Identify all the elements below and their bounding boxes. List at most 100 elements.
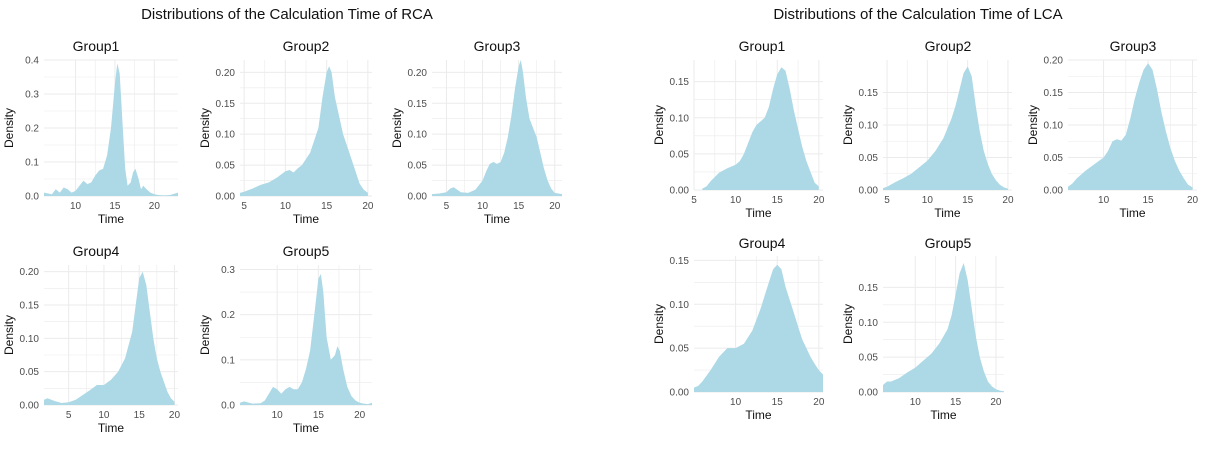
x-tick-label: 20: [354, 410, 366, 421]
x-tick-label: 15: [772, 195, 784, 206]
x-axis-label: Time: [484, 212, 511, 226]
x-tick-label: 20: [149, 201, 161, 212]
x-tick-label: 15: [772, 397, 784, 408]
y-tick-label: 0.00: [1044, 186, 1064, 197]
y-axis-label: Density: [2, 315, 16, 355]
y-tick-label: 0.10: [859, 121, 879, 132]
lca-panel-title: Distributions of the Calculation Time of…: [773, 6, 1063, 23]
y-tick-label: 0.20: [1044, 56, 1064, 67]
density-area: [240, 274, 372, 405]
subplot-title: Group1: [739, 38, 786, 54]
x-tick-label: 5: [241, 201, 247, 212]
y-tick-label: 0.10: [1044, 121, 1064, 132]
rca-chart-group3: 5 10 15 20 0.00 0.05 0.10 0.15 0.20 Group3 Time Den…: [390, 38, 562, 226]
density-area: [883, 263, 1004, 392]
density-area: [44, 63, 178, 197]
x-axis-label: Time: [293, 212, 320, 226]
x-tick-label: 20: [813, 195, 825, 206]
y-tick-label: 0.20: [20, 267, 40, 278]
y-tick-label: 0.10: [670, 113, 690, 124]
lca-chart-group1: 5 10 15 20 0.00 0.05 0.10 0.15 Group1 Time Density: [652, 38, 825, 220]
x-tick-label: 20: [362, 201, 374, 212]
rca-chart-group2: 5 10 15 20 0.00 0.05 0.10 0.15 0.20 Group2 Time Den…: [198, 38, 374, 226]
x-tick-label: 15: [1143, 195, 1155, 206]
y-tick-label: 0.00: [216, 192, 236, 203]
subplot-title: Group3: [474, 38, 521, 54]
subplot-title: Group3: [1110, 38, 1157, 54]
density-area: [432, 60, 562, 196]
y-tick-label: 0.05: [20, 367, 40, 378]
x-tick-label: 10: [70, 201, 82, 212]
y-tick-label: 0.10: [20, 334, 40, 345]
x-axis-label: Time: [1119, 206, 1146, 220]
x-tick-label: 10: [730, 195, 742, 206]
x-tick-label: 15: [313, 410, 325, 421]
y-axis-label: Density: [652, 304, 666, 344]
y-axis-label: Density: [841, 105, 855, 145]
subplot-title: Group4: [739, 235, 786, 251]
y-tick-label: 0.00: [859, 388, 879, 399]
y-tick-label: 0.1: [25, 158, 39, 169]
x-tick-label: 10: [280, 201, 292, 212]
subplot-title: Group5: [283, 243, 330, 259]
lca-chart-group5: 10 15 20 0.00 0.05 0.10 0.15 Group5 Time Density: [841, 235, 1004, 422]
y-tick-label: 0.15: [1044, 88, 1064, 99]
x-axis-label: Time: [98, 421, 125, 435]
x-tick-label: 20: [549, 201, 561, 212]
y-tick-label: 0.3: [221, 265, 235, 276]
x-tick-label: 10: [98, 410, 110, 421]
subplot-title: Group5: [925, 235, 972, 251]
y-tick-label: 0.15: [20, 301, 40, 312]
x-tick-label: 10: [910, 397, 922, 408]
x-axis-label: Time: [98, 212, 125, 226]
rca-chart-group5: 10 15 20 0.0 0.1 0.2 0.3 Group5 Time Density: [198, 243, 372, 435]
y-tick-label: 0.4: [25, 56, 39, 67]
y-tick-label: 0.2: [25, 124, 39, 135]
rca-panel-title: Distributions of the Calculation Time of…: [141, 6, 433, 23]
y-axis-label: Density: [841, 304, 855, 344]
y-tick-label: 0.05: [216, 161, 236, 172]
x-tick-label: 10: [730, 397, 742, 408]
x-tick-label: 20: [1002, 195, 1014, 206]
y-tick-label: 0.15: [408, 99, 428, 110]
x-tick-label: 15: [950, 397, 962, 408]
lca-chart-group4: 10 15 20 0.00 0.05 0.10 0.15 Group4 Time Density: [652, 235, 825, 422]
rca-chart-group4: 5 10 15 20 0.00 0.05 0.10 0.15 0.20 Group4 Time Den…: [2, 243, 180, 435]
x-tick-label: 5: [884, 195, 890, 206]
x-tick-label: 15: [513, 201, 525, 212]
y-tick-label: 0.00: [670, 186, 690, 197]
y-tick-label: 0.2: [221, 310, 235, 321]
y-tick-label: 0.00: [408, 192, 428, 203]
x-tick-label: 15: [134, 410, 146, 421]
y-tick-label: 0.10: [216, 130, 236, 141]
y-tick-label: 0.05: [1044, 153, 1064, 164]
y-tick-label: 0.10: [408, 130, 428, 141]
y-tick-label: 0.20: [216, 68, 236, 79]
y-tick-label: 0.15: [859, 283, 879, 294]
x-tick-label: 5: [444, 201, 450, 212]
x-tick-label: 15: [321, 201, 333, 212]
y-tick-label: 0.05: [670, 344, 690, 355]
x-axis-label: Time: [745, 206, 772, 220]
y-tick-label: 0.00: [20, 401, 40, 412]
density-area: [883, 66, 1008, 190]
x-tick-label: 10: [272, 410, 284, 421]
y-tick-label: 0.10: [670, 300, 690, 311]
x-axis-label: Time: [930, 408, 957, 422]
y-tick-label: 0.1: [221, 355, 235, 366]
y-tick-label: 0.15: [216, 99, 236, 110]
y-tick-label: 0.0: [221, 401, 235, 412]
x-axis-label: Time: [293, 421, 320, 435]
subplot-title: Group1: [73, 38, 120, 54]
density-area: [694, 264, 823, 392]
x-tick-label: 15: [962, 195, 974, 206]
y-tick-label: 0.15: [670, 256, 690, 267]
density-area: [44, 271, 175, 405]
subplot-title: Group4: [73, 243, 120, 259]
y-axis-label: Density: [198, 108, 212, 148]
x-tick-label: 10: [1098, 195, 1110, 206]
subplot-title: Group2: [283, 38, 330, 54]
y-axis-label: Density: [2, 108, 16, 148]
x-tick-label: 5: [66, 410, 72, 421]
